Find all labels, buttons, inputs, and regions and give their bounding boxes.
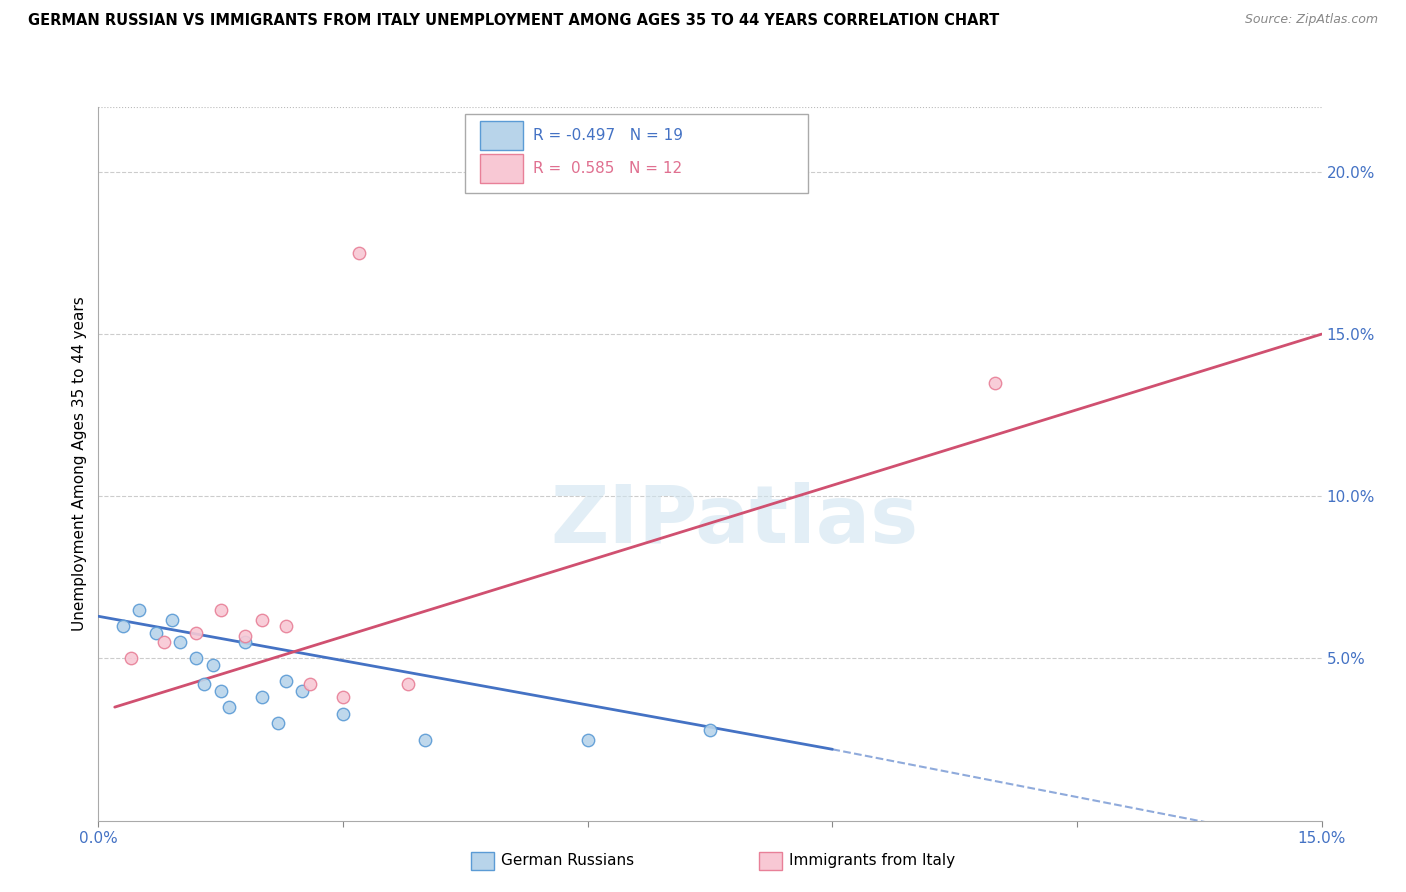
Text: GERMAN RUSSIAN VS IMMIGRANTS FROM ITALY UNEMPLOYMENT AMONG AGES 35 TO 44 YEARS C: GERMAN RUSSIAN VS IMMIGRANTS FROM ITALY …	[28, 13, 1000, 29]
Point	[128, 603, 150, 617]
Text: Source: ZipAtlas.com: Source: ZipAtlas.com	[1244, 13, 1378, 27]
Point	[145, 625, 167, 640]
Point	[111, 619, 134, 633]
Point	[209, 603, 232, 617]
Point	[209, 684, 232, 698]
Y-axis label: Unemployment Among Ages 35 to 44 years: Unemployment Among Ages 35 to 44 years	[72, 296, 87, 632]
Point	[186, 625, 208, 640]
Point	[169, 635, 191, 649]
Point	[274, 619, 297, 633]
Point	[233, 635, 256, 649]
Point	[699, 723, 721, 737]
Bar	[465, 114, 808, 193]
Text: R = -0.497   N = 19: R = -0.497 N = 19	[533, 128, 683, 143]
Point	[984, 376, 1007, 390]
Point	[186, 651, 208, 665]
Point	[152, 635, 174, 649]
Point	[332, 706, 354, 721]
Text: R =  0.585   N = 12: R = 0.585 N = 12	[533, 161, 682, 176]
Point	[218, 700, 240, 714]
Bar	[479, 154, 523, 183]
Point	[201, 657, 224, 672]
Point	[193, 677, 215, 691]
Point	[332, 690, 354, 705]
Point	[299, 677, 322, 691]
Point	[576, 732, 599, 747]
Point	[413, 732, 436, 747]
Point	[291, 684, 314, 698]
Text: ZIPatlas: ZIPatlas	[550, 482, 918, 560]
Point	[396, 677, 419, 691]
Point	[160, 613, 183, 627]
Point	[267, 716, 290, 731]
Point	[349, 246, 371, 260]
Point	[120, 651, 142, 665]
Point	[274, 674, 297, 689]
Point	[250, 613, 273, 627]
Bar	[479, 121, 523, 150]
Point	[233, 629, 256, 643]
Text: Immigrants from Italy: Immigrants from Italy	[789, 854, 955, 868]
Text: German Russians: German Russians	[501, 854, 634, 868]
Point	[250, 690, 273, 705]
